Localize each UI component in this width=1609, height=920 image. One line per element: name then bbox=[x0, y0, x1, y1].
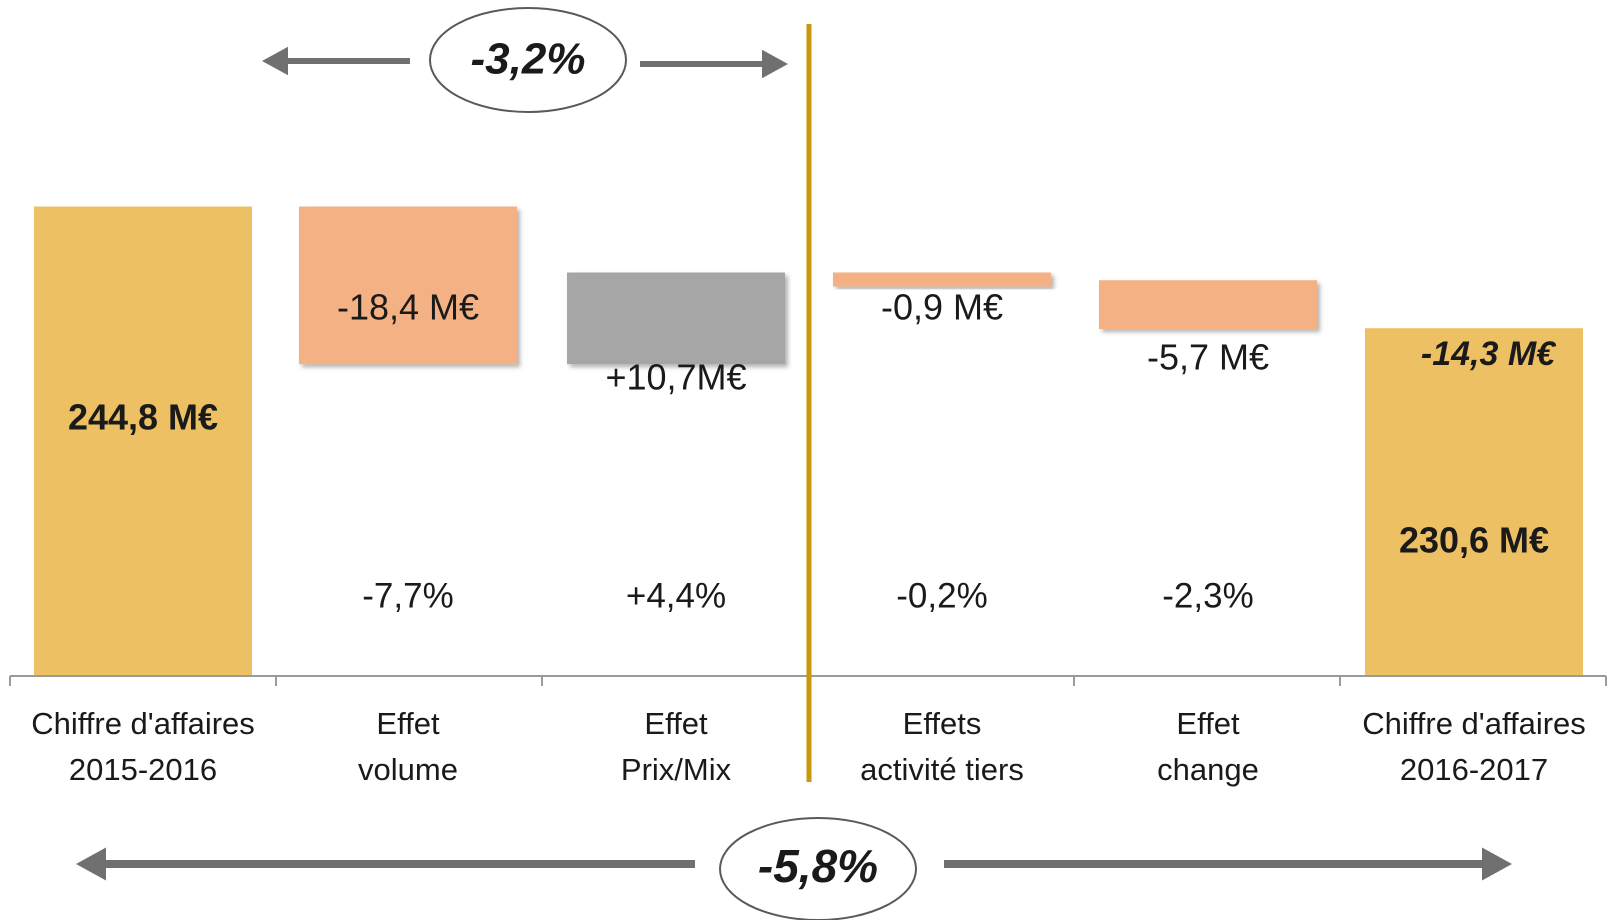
bar-2 bbox=[299, 206, 517, 365]
category-label-2: Effet volume bbox=[358, 706, 458, 787]
annotations-group: -3,2% -5,8% bbox=[76, 7, 1512, 920]
value-label-5: -5,7 M€ bbox=[1147, 337, 1269, 378]
top-bracket-label: -3,2% bbox=[471, 35, 586, 84]
bottom-bracket-ellipse bbox=[719, 817, 917, 920]
category-label-3: Effet Prix/Mix bbox=[621, 706, 732, 787]
bar-5 bbox=[1099, 280, 1317, 330]
value-label-4: -0,9 M€ bbox=[881, 287, 1003, 328]
top-left-arrow-head bbox=[262, 46, 288, 76]
category-label-6: Chiffre d'affaires 2016-2017 bbox=[1362, 706, 1586, 787]
value-label-3: +10,7M€ bbox=[605, 357, 746, 398]
bottom-left-arrow-head bbox=[76, 847, 106, 881]
bar-4 bbox=[833, 272, 1051, 287]
percent-label-3: +4,4% bbox=[626, 576, 726, 615]
category-label-1: Chiffre d'affaires 2015-2016 bbox=[31, 706, 255, 787]
percent-label-5: -2,3% bbox=[1162, 576, 1253, 615]
bar-6 bbox=[1365, 328, 1583, 676]
value-label-6: 230,6 M€ bbox=[1399, 520, 1549, 561]
percent-label-2: -7,7% bbox=[362, 576, 453, 615]
bars-group bbox=[34, 206, 1583, 676]
value-label-2: -18,4 M€ bbox=[337, 287, 479, 328]
bottom-right-arrow-head bbox=[1482, 847, 1512, 881]
bottom-bracket-label: -5,8% bbox=[758, 840, 878, 892]
total-change-label: -14,3 M€ bbox=[1421, 335, 1557, 373]
labels-group: 244,8 M€ -18,4 M€ +10,7M€ -0,9 M€ -5,7 M€ 230… bbox=[31, 287, 1586, 787]
bar-1 bbox=[34, 206, 252, 676]
bar-3 bbox=[567, 272, 785, 365]
category-label-5: Effet change bbox=[1157, 706, 1259, 787]
value-label-1: 244,8 M€ bbox=[68, 397, 218, 438]
top-right-arrow-head bbox=[762, 49, 788, 79]
category-label-4: Effets activité tiers bbox=[860, 706, 1024, 787]
top-bracket-ellipse bbox=[429, 7, 627, 113]
percent-label-4: -0,2% bbox=[896, 576, 987, 615]
